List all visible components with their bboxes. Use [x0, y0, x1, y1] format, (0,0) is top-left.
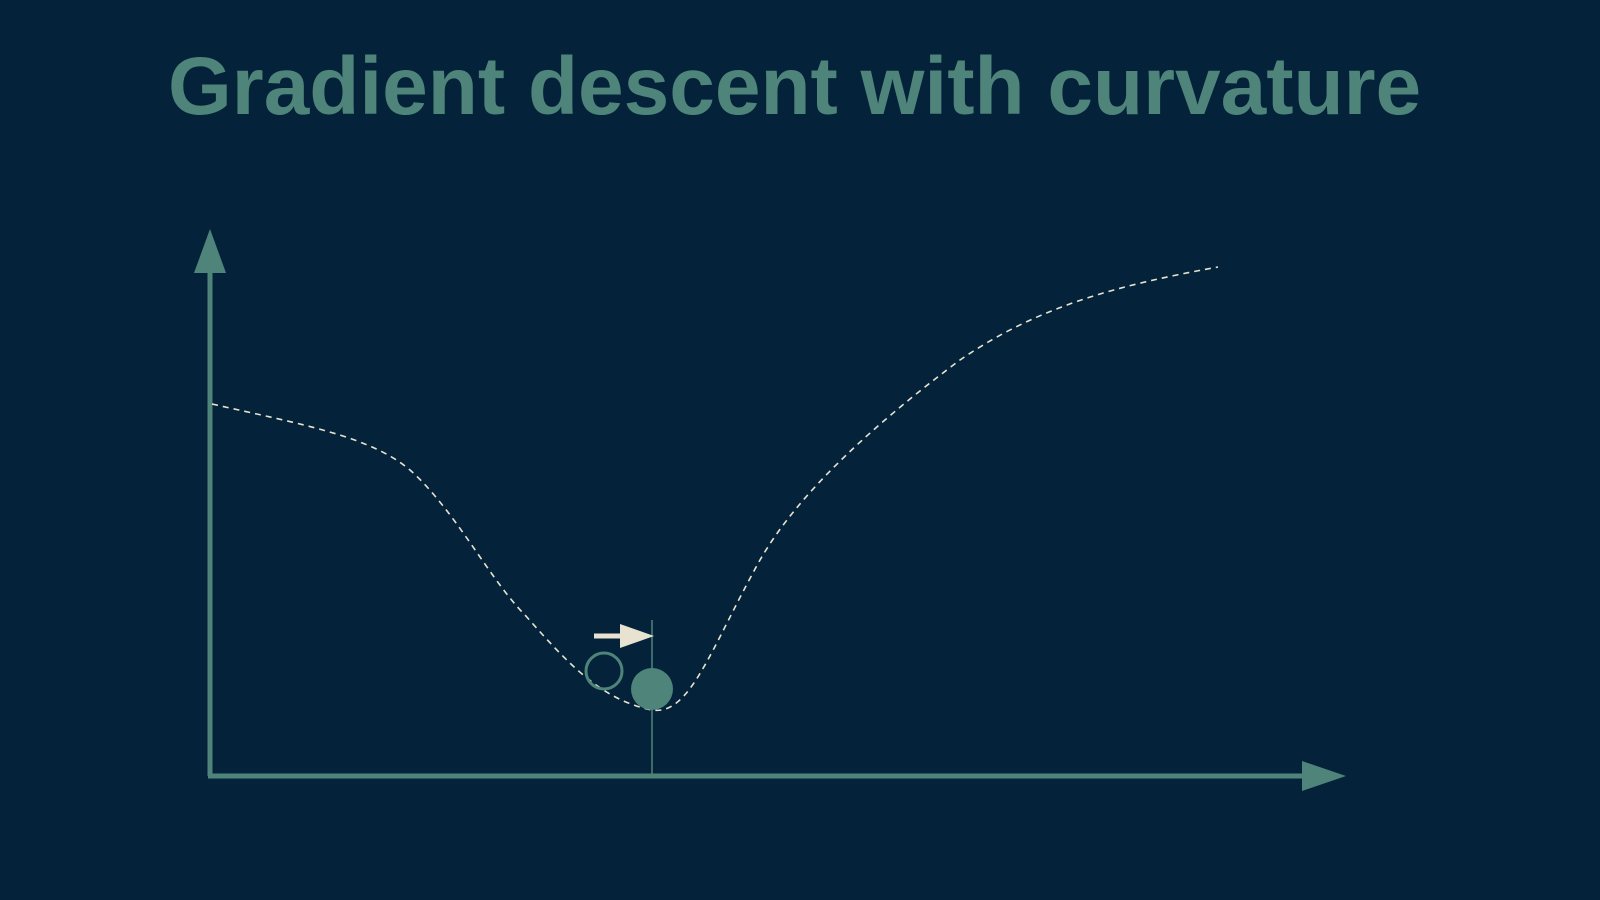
loss-curve: [211, 266, 1219, 712]
x-axis-arrowhead: [1302, 761, 1346, 791]
previous-position-marker: [584, 651, 624, 691]
current-position-marker: [631, 668, 673, 710]
slide-title: Gradient descent with curvature: [168, 41, 1422, 132]
step-arrow-head: [620, 624, 654, 648]
y-axis-arrowhead: [194, 229, 226, 273]
